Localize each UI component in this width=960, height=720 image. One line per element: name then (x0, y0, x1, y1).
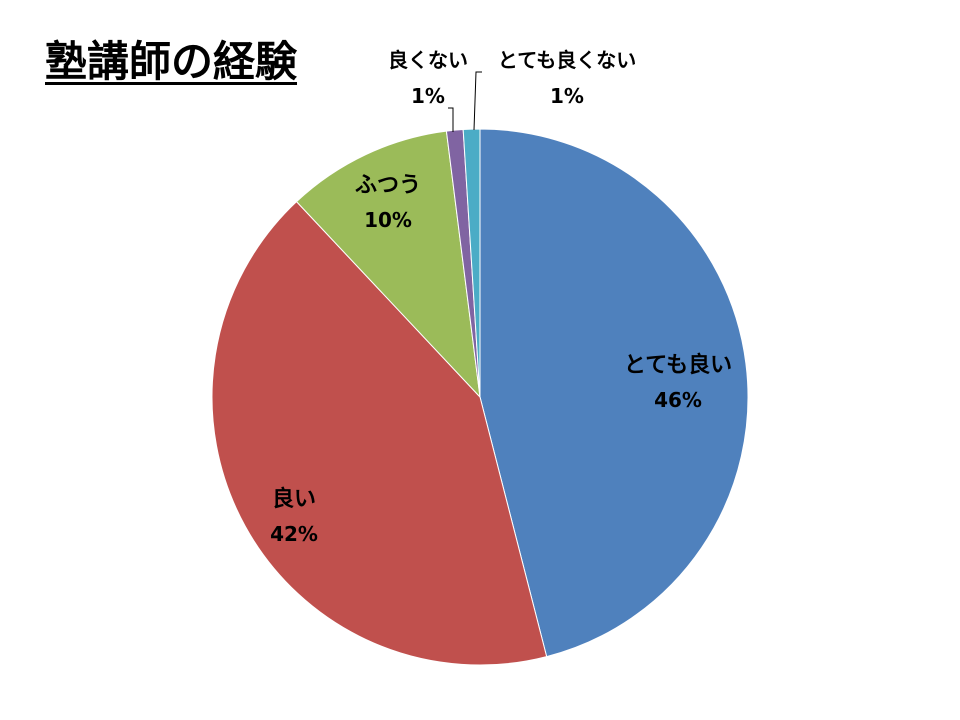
slice-label-4: 良くない (388, 48, 468, 72)
leader-lines (448, 71, 482, 132)
slice-labels: とても良い 46% 良い 42% ふつう 10% 良くない 1% とても良くない 1% (270, 48, 732, 546)
chart-title: 塾講師の経験 (45, 37, 298, 86)
slice-label-1: とても良い (624, 352, 732, 378)
slice-value-label-5: 1% (550, 84, 584, 108)
pie-slice-2 (211, 200, 548, 666)
pie-slice-3 (295, 130, 481, 399)
leader-line-4 (448, 107, 454, 132)
slice-value-label-2: 42% (270, 522, 318, 546)
pie-slice-1 (479, 128, 749, 658)
leader-line-5 (473, 71, 482, 131)
slice-label-2: 良い (272, 486, 316, 512)
slice-value-label-4: 1% (411, 84, 445, 108)
slice-label-5: とても良くない (498, 48, 636, 72)
slice-value-label-1: 46% (654, 388, 702, 412)
slice-label-3: ふつう (355, 173, 421, 198)
pie-slices (211, 128, 749, 666)
slice-value-label-3: 10% (364, 208, 412, 232)
pie-slice-5 (462, 128, 481, 398)
